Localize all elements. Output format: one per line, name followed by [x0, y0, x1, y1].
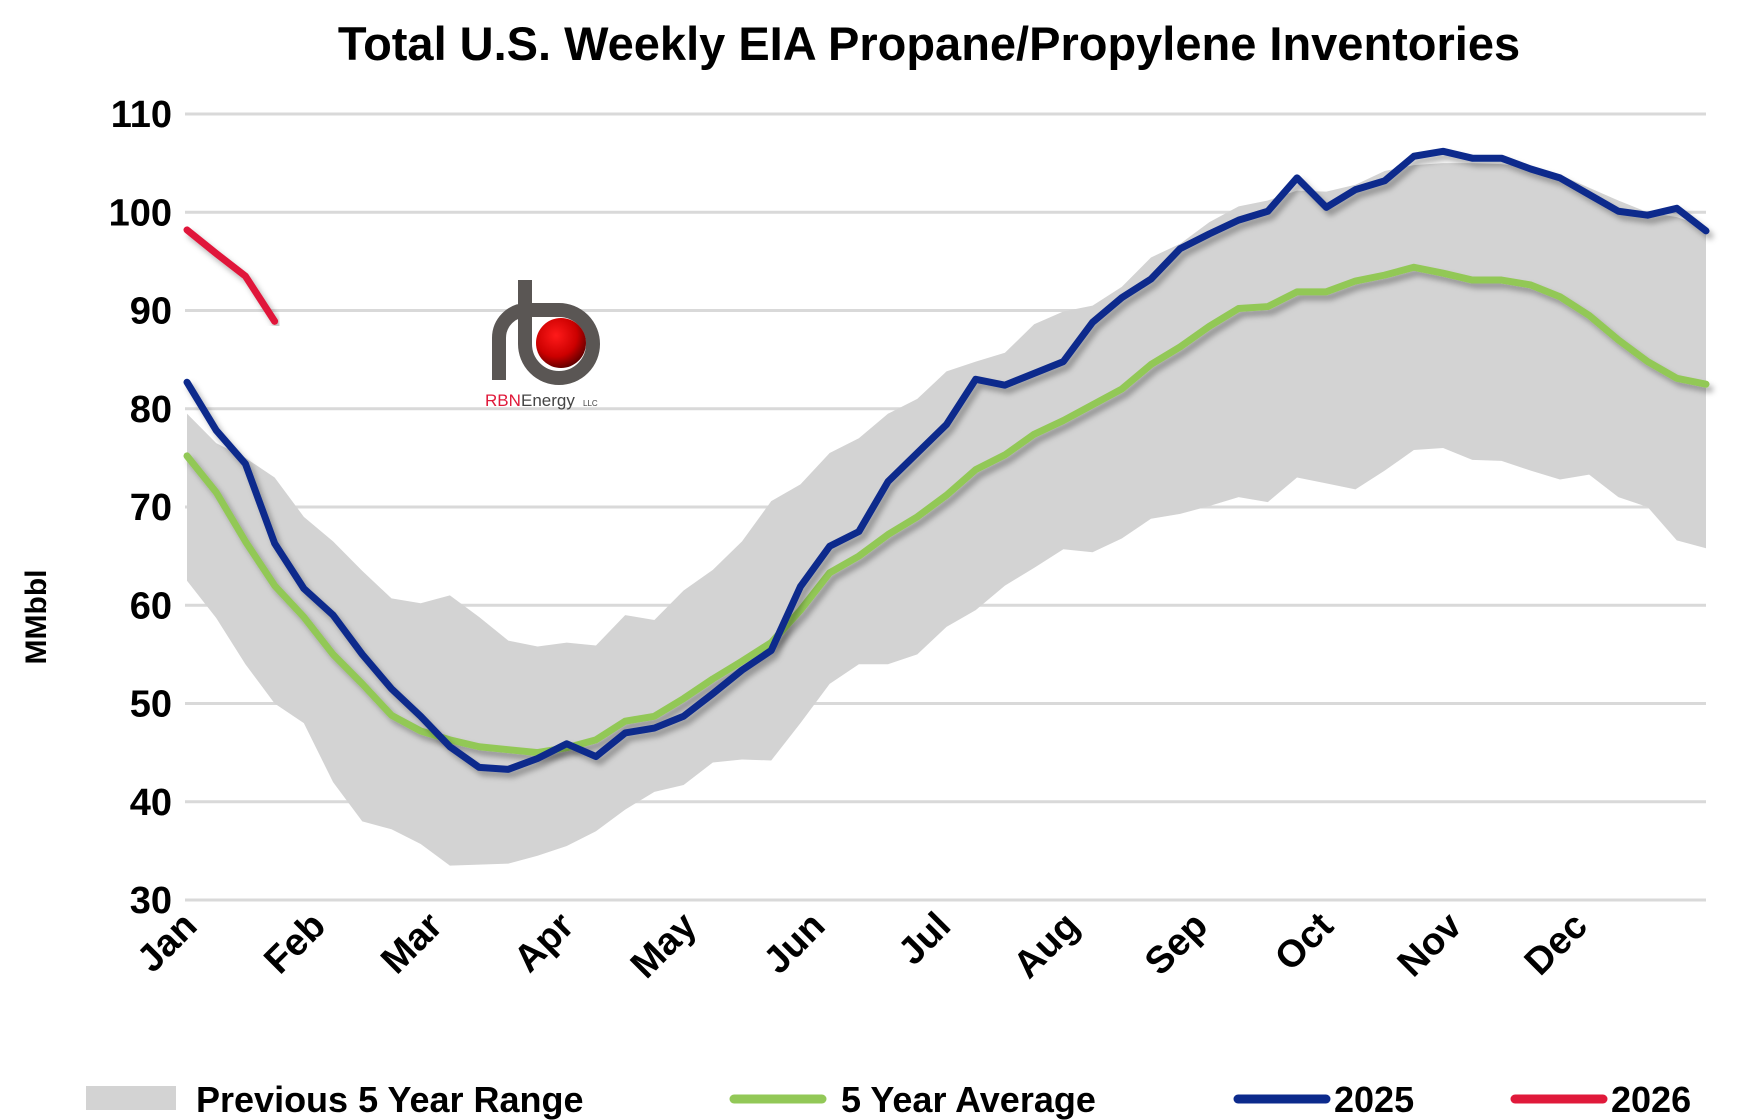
y-tick-label: 60 — [130, 585, 172, 627]
logo-text-rbn: RBN — [485, 391, 521, 410]
y-tick-label: 30 — [130, 880, 172, 922]
x-tick-label: Jun — [756, 905, 833, 982]
legend-label-average: 5 Year Average — [841, 1079, 1096, 1120]
series-line — [183, 226, 279, 325]
x-tick-label: Oct — [1267, 904, 1342, 979]
x-tick-label: Mar — [373, 905, 451, 983]
legend-label-range: Previous 5 Year Range — [196, 1079, 584, 1120]
series-2026 — [183, 226, 279, 325]
range-area — [187, 163, 1706, 866]
y-tick-label: 90 — [130, 291, 172, 333]
y-tick-label: 110 — [111, 94, 172, 136]
y-axis-label: MMbbl — [20, 570, 53, 665]
y-tick-label: 40 — [130, 782, 172, 824]
y-tick-label: 100 — [109, 192, 172, 234]
x-tick-label: Nov — [1390, 905, 1470, 985]
y-tick-labels: 30 40 50 60 70 80 90 100 110 — [109, 94, 172, 922]
legend-label-2026: 2026 — [1611, 1079, 1691, 1120]
legend: Previous 5 Year Range 5 Year Average 202… — [86, 1079, 1691, 1120]
x-tick-label: Aug — [1006, 905, 1088, 987]
x-tick-label: Jul — [890, 905, 959, 974]
rbn-logo: RBN Energy LLC — [485, 280, 600, 410]
x-tick-label: Sep — [1137, 905, 1216, 984]
x-tick-label: Apr — [506, 905, 582, 981]
y-tick-label: 70 — [130, 487, 172, 529]
logo-text-llc: LLC — [583, 399, 598, 408]
x-tick-labels: Jan Feb Mar Apr May Jun Jul Aug Sep Oct Nov Dec — [129, 904, 1595, 986]
series-2025 — [183, 147, 1710, 773]
range-band — [187, 163, 1706, 866]
y-tick-label: 80 — [130, 389, 172, 431]
x-tick-label: Feb — [256, 905, 333, 982]
x-tick-label: May — [623, 905, 705, 987]
legend-label-2025: 2025 — [1334, 1079, 1414, 1120]
legend-swatch-range — [86, 1086, 176, 1110]
series-lines — [183, 147, 1710, 773]
series-line — [183, 147, 1710, 773]
y-tick-label: 50 — [130, 684, 172, 726]
chart-title: Total U.S. Weekly EIA Propane/Propylene … — [338, 17, 1520, 70]
logo-text-energy: Energy — [521, 391, 575, 410]
x-tick-label: Dec — [1517, 905, 1596, 984]
